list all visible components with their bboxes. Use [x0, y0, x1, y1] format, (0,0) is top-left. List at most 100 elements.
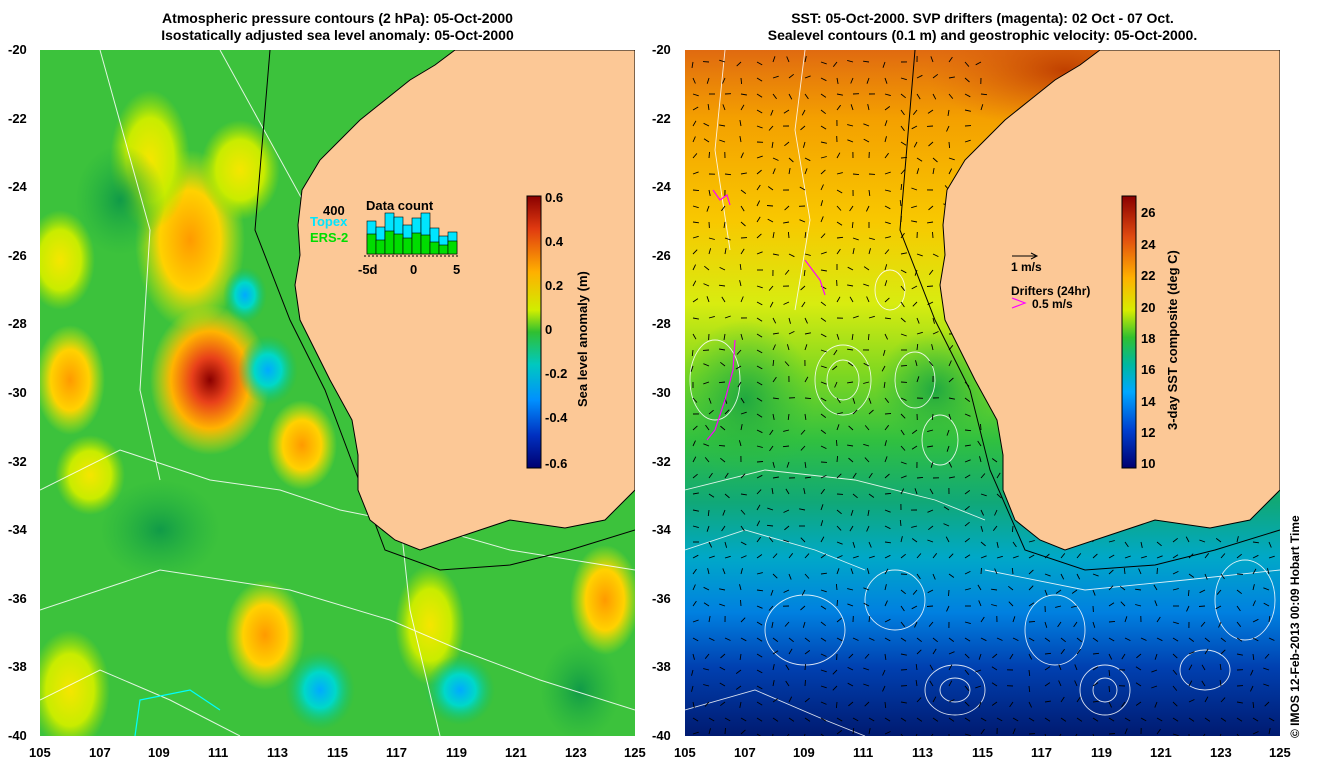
velocity-arrow	[948, 377, 954, 383]
velocity-arrow	[703, 122, 710, 127]
velocity-arrow	[820, 365, 827, 369]
velocity-arrow	[804, 663, 807, 671]
velocity-arrow	[884, 456, 888, 463]
velocity-arrow	[703, 138, 710, 143]
velocity-arrow	[1204, 637, 1210, 643]
velocity-arrow	[867, 509, 870, 516]
velocity-arrow	[756, 685, 763, 690]
velocity-arrow	[882, 349, 886, 356]
velocity-arrow	[900, 77, 907, 81]
velocity-arrow	[787, 231, 790, 239]
velocity-arrow	[928, 205, 934, 211]
velocity-arrow	[820, 445, 827, 450]
velocity-arrow	[804, 376, 809, 383]
velocity-arrow	[692, 317, 699, 320]
left-ytick: -26	[8, 248, 27, 263]
velocity-arrow	[913, 141, 918, 148]
velocity-arrow	[1028, 637, 1035, 642]
velocity-arrow	[691, 61, 694, 68]
velocity-arrow	[964, 717, 971, 722]
left-ytick: -30	[8, 385, 27, 400]
velocity-arrow	[1044, 700, 1051, 703]
velocity-arrow	[900, 429, 905, 436]
velocity-arrow	[1044, 652, 1052, 655]
left-cb-tick: -0.2	[545, 366, 568, 381]
velocity-arrow	[866, 296, 870, 303]
velocity-arrow	[820, 504, 824, 511]
velocity-arrow	[1156, 637, 1163, 642]
velocity-arrow	[1154, 600, 1158, 607]
velocity-arrow	[1092, 637, 1099, 642]
velocity-arrow	[900, 536, 903, 543]
left-ytick: -24	[8, 179, 27, 194]
velocity-arrow	[720, 457, 726, 463]
velocity-arrow	[978, 701, 982, 708]
velocity-arrow	[964, 413, 971, 417]
velocity-arrow	[978, 600, 982, 607]
velocity-arrow	[1151, 685, 1158, 689]
right-ytick: -34	[652, 522, 671, 537]
velocity-arrow	[692, 568, 697, 575]
left-ytick: -34	[8, 522, 27, 537]
velocity-arrow	[721, 296, 726, 303]
velocity-arrow	[900, 252, 907, 255]
velocity-arrow	[692, 106, 699, 111]
velocity-arrow	[964, 701, 970, 707]
velocity-arrow	[980, 473, 986, 479]
velocity-arrow	[1074, 680, 1078, 687]
velocity-arrow	[948, 141, 951, 149]
velocity-arrow	[722, 104, 726, 111]
velocity-arrow	[820, 520, 824, 527]
velocity-arrow	[1249, 685, 1254, 692]
velocity-arrow	[1055, 589, 1062, 594]
velocity-arrow	[740, 93, 747, 96]
right-ytick: -30	[652, 385, 671, 400]
velocity-arrow	[1220, 573, 1225, 580]
inset-ers2-label: ERS-2	[310, 230, 349, 245]
right-ytick: -22	[652, 111, 671, 126]
velocity-arrow	[708, 409, 714, 415]
right-xtick: 121	[1150, 745, 1172, 760]
velocity-arrow	[804, 93, 809, 100]
velocity-arrow	[1156, 541, 1162, 547]
velocity-arrow	[980, 93, 988, 96]
velocity-arrow	[852, 315, 859, 319]
velocity-arrow	[948, 573, 955, 578]
velocity-arrow	[692, 440, 696, 447]
velocity-arrow	[784, 621, 790, 627]
velocity-arrow	[1058, 664, 1062, 671]
velocity-arrow	[691, 685, 694, 692]
velocity-arrow	[772, 397, 779, 400]
velocity-arrow	[914, 621, 918, 628]
velocity-arrow	[980, 567, 982, 575]
velocity-arrow	[756, 445, 763, 448]
velocity-arrow	[1092, 717, 1099, 722]
velocity-arrow	[788, 73, 794, 79]
velocity-arrow	[832, 669, 838, 675]
velocity-arrow	[929, 488, 934, 495]
velocity-arrow	[836, 568, 840, 575]
vector-scale-label: 1 m/s	[1011, 260, 1042, 274]
velocity-arrow	[980, 541, 986, 547]
velocity-arrow	[864, 701, 870, 707]
velocity-arrow	[1172, 637, 1179, 642]
velocity-arrow	[836, 455, 839, 463]
velocity-arrow	[756, 301, 763, 306]
velocity-arrow	[900, 141, 907, 146]
left-cb-tick: -0.6	[545, 456, 568, 471]
velocity-arrow	[756, 429, 763, 434]
velocity-arrow	[1092, 733, 1095, 736]
velocity-arrow	[1092, 682, 1099, 687]
inset-xtick-0: 0	[410, 262, 418, 277]
velocity-arrow	[820, 269, 827, 272]
left-ytick: -36	[8, 591, 27, 606]
velocity-arrow	[703, 381, 710, 385]
velocity-arrow	[911, 125, 918, 130]
velocity-arrow	[884, 413, 892, 415]
velocity-arrow	[708, 397, 712, 404]
velocity-arrow	[1220, 637, 1226, 643]
velocity-arrow	[1252, 731, 1259, 735]
velocity-arrow	[900, 183, 903, 191]
velocity-arrow	[912, 589, 918, 595]
velocity-arrow	[820, 429, 827, 434]
